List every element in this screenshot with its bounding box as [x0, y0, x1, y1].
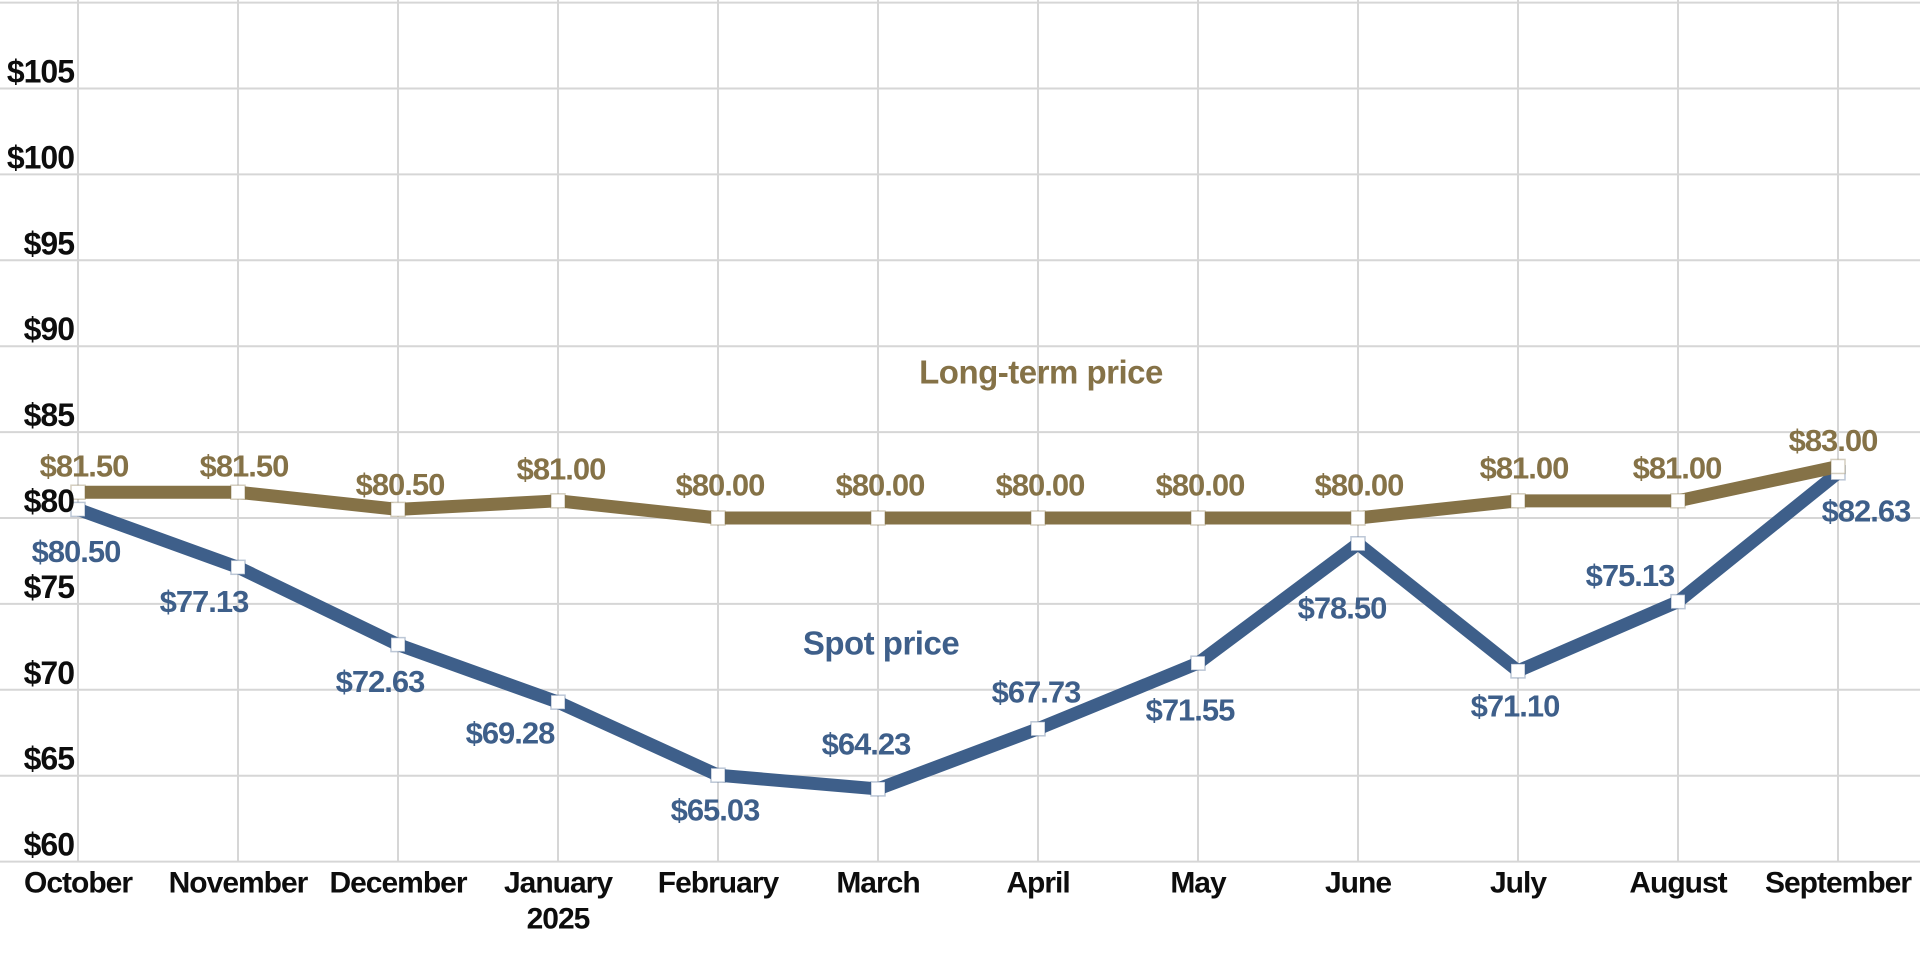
point-marker	[870, 510, 886, 526]
point-label: $75.13	[1586, 558, 1676, 593]
point-marker	[1350, 536, 1366, 552]
point-marker	[1510, 663, 1526, 679]
point-label: $81.00	[1633, 450, 1722, 485]
series-line-spot-price	[75, 467, 1843, 796]
point-marker	[390, 501, 406, 518]
x-tick-label: May	[1170, 867, 1227, 900]
point-marker	[550, 493, 566, 509]
point-label: $83.00	[1789, 423, 1878, 458]
point-marker	[710, 510, 726, 526]
point-label: $80.00	[836, 468, 925, 503]
point-marker	[1350, 510, 1366, 526]
point-label: $69.28	[466, 716, 556, 751]
x-axis-tick-labels: October November December January February Ma…	[24, 867, 1913, 936]
x-tick-label: December	[329, 867, 467, 900]
point-label: $77.13	[160, 584, 250, 619]
point-label: $80.00	[996, 468, 1085, 503]
x-tick-label: April	[1006, 867, 1069, 900]
point-label: $82.63	[1822, 493, 1912, 528]
y-tick-label: $105	[7, 54, 74, 90]
point-label: $78.50	[1298, 590, 1387, 625]
y-tick-label: $75	[24, 569, 75, 605]
x-tick-label: August	[1629, 867, 1727, 900]
point-marker	[1510, 493, 1526, 509]
point-label: $81.50	[200, 449, 289, 484]
x-tick-label: January	[504, 867, 613, 900]
y-tick-label: $100	[7, 139, 74, 175]
vertical-gridlines	[77, 0, 1839, 862]
point-marker	[1670, 593, 1686, 610]
x-axis-year-label: 2025	[527, 903, 590, 936]
point-marker	[390, 636, 406, 653]
x-tick-label: February	[658, 867, 780, 900]
point-marker	[1190, 655, 1206, 671]
point-markers	[70, 458, 1846, 797]
y-tick-label: $80	[24, 483, 75, 519]
point-labels: $80.50 $77.13 $72.63 $69.28 $65.03 $64.23 $67.…	[32, 423, 1913, 828]
series-label-long-term-price: Long-term price	[919, 354, 1163, 391]
y-tick-label: $60	[24, 827, 75, 863]
y-tick-label: $65	[24, 741, 75, 777]
y-tick-label: $85	[24, 397, 75, 433]
point-marker	[70, 501, 86, 518]
point-marker	[230, 559, 246, 576]
point-marker	[710, 767, 726, 783]
y-tick-label: $70	[24, 655, 75, 691]
point-marker	[1670, 493, 1686, 509]
y-tick-label: $95	[24, 225, 75, 261]
point-marker	[1190, 510, 1206, 526]
x-tick-label: June	[1325, 867, 1391, 900]
point-marker	[70, 484, 86, 500]
point-marker	[230, 484, 246, 500]
point-label: $81.00	[517, 451, 606, 486]
point-marker	[870, 781, 886, 797]
point-label: $80.50	[356, 467, 445, 502]
x-tick-label: September	[1765, 867, 1912, 900]
point-label: $81.00	[1480, 450, 1569, 485]
point-label: $65.03	[671, 793, 761, 828]
x-tick-label: March	[836, 867, 919, 900]
point-label: $80.00	[1315, 468, 1404, 503]
point-label: $67.73	[992, 674, 1082, 709]
x-tick-label: November	[169, 867, 309, 900]
x-tick-label: October	[24, 867, 133, 900]
x-tick-label: July	[1490, 867, 1547, 900]
series-line-long-term-price	[78, 460, 1840, 525]
point-marker	[1030, 510, 1046, 526]
point-label: $71.55	[1146, 693, 1236, 728]
point-label: $80.00	[676, 468, 765, 503]
point-marker	[1830, 458, 1846, 475]
point-label: $71.10	[1471, 688, 1560, 723]
point-label: $80.50	[32, 534, 121, 569]
horizontal-gridlines	[0, 1, 1920, 863]
point-label: $80.00	[1156, 468, 1245, 503]
y-axis-tick-labels: $105 $100 $95 $90 $85 $80 $75 $70 $65 $60	[7, 54, 75, 863]
point-marker	[550, 694, 566, 710]
point-marker	[1030, 721, 1046, 737]
series-label-spot-price: Spot price	[803, 625, 960, 662]
y-tick-label: $90	[24, 311, 75, 347]
series-annotations: Spot price Long-term price	[803, 354, 1164, 662]
point-label: $72.63	[336, 664, 426, 699]
series-lines	[75, 460, 1843, 796]
point-label: $64.23	[822, 726, 912, 761]
point-label: $81.50	[40, 449, 129, 484]
